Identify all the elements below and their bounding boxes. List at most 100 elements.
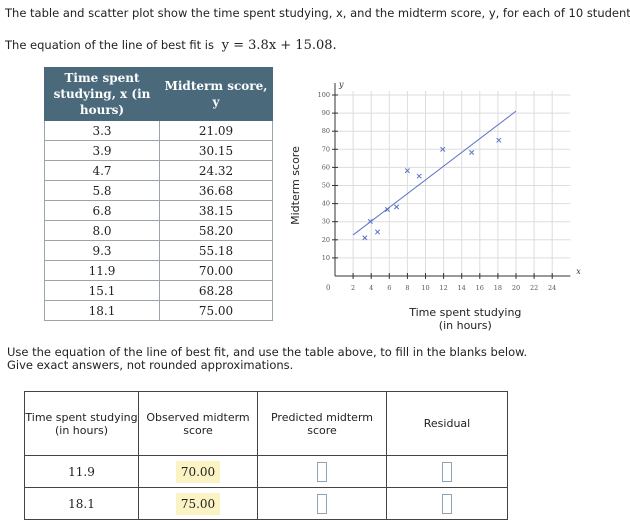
y-tick-label: 10 (322, 254, 330, 262)
data-cell-score: 75.00 (159, 300, 273, 321)
answer-observed: 75.00 (175, 492, 221, 515)
answer-row: 18.1 75.00 (24, 487, 508, 520)
data-cell-score: 58.20 (159, 220, 273, 241)
data-row: 3.9 30.15 (44, 140, 273, 161)
x-tick-label: 10 (421, 284, 429, 292)
data-point (384, 207, 391, 213)
predicted-input[interactable] (317, 461, 327, 482)
data-row: 15.1 68.28 (44, 280, 273, 301)
x-tick-label: 2 (351, 284, 355, 292)
data-cell-score: 36.68 (159, 180, 273, 201)
y-tick-label: 90 (322, 109, 330, 117)
residual-input[interactable] (442, 493, 452, 514)
point-mark (404, 168, 410, 174)
answer-observed: 70.00 (175, 460, 221, 483)
data-point (393, 204, 400, 210)
data-point (496, 137, 502, 143)
x-tick-label: 22 (530, 284, 538, 292)
x-tick-label: 4 (369, 284, 373, 292)
answer-header-observed: Observed midterm score (138, 391, 258, 456)
data-row: 3.3 21.09 (44, 120, 273, 141)
answer-time: 18.1 (24, 487, 139, 520)
data-cell-time: 8.0 (44, 220, 160, 241)
answer-time: 11.9 (24, 455, 139, 488)
x-tick-label: 8 (405, 284, 409, 292)
answer-row: 11.9 70.00 (24, 455, 508, 488)
data-cell-time: 5.8 (44, 180, 160, 201)
y-tick-label: 20 (322, 236, 330, 244)
data-point (469, 149, 475, 155)
intro-text: The table and scatter plot show the time… (5, 6, 630, 20)
y-tick-label: 40 (322, 200, 330, 208)
point-mark (469, 149, 475, 155)
point-mark (496, 137, 502, 143)
data-cell-time: 15.1 (44, 280, 160, 301)
data-point (374, 229, 381, 235)
instruction-line1: Use the equation of the line of best fit… (7, 345, 528, 359)
answer-residual-cell (386, 487, 508, 520)
equation-line: The equation of the line of best fit is … (5, 38, 337, 53)
y-tick-label: 30 (322, 218, 330, 226)
data-cell-score: 68.28 (159, 280, 273, 301)
y-tick-label: 80 (322, 127, 330, 135)
y-tick-label: 60 (322, 163, 330, 171)
best-fit-line (352, 110, 517, 236)
x-tick-label: 20 (512, 284, 520, 292)
data-row: 9.3 55.18 (44, 240, 273, 261)
data-cell-score: 70.00 (159, 260, 273, 281)
x-tick-label: 18 (494, 284, 502, 292)
y-axis-letter: y (338, 80, 344, 89)
data-point (362, 235, 368, 241)
intro-line1: The table and scatter plot show the time… (5, 6, 630, 20)
data-row: 8.0 58.20 (44, 220, 273, 241)
point-mark (416, 173, 422, 179)
answer-predicted-cell (257, 455, 387, 488)
point-mark (440, 146, 446, 152)
instruction-line2: Give exact answers, not rounded approxim… (7, 358, 294, 372)
predicted-input[interactable] (317, 493, 327, 514)
answer-observed-cell: 70.00 (138, 455, 258, 488)
origin-label: 0 (326, 284, 330, 292)
y-tick-label: 100 (318, 91, 330, 99)
data-cell-time: 3.9 (44, 140, 160, 161)
data-point (440, 146, 446, 152)
data-cell-score: 21.09 (159, 120, 273, 141)
data-cell-time: 18.1 (44, 300, 160, 321)
data-header-score: Midterm score, y (159, 67, 273, 121)
x-axis-label: (in hours) (439, 319, 492, 332)
x-tick-label: 24 (548, 284, 556, 292)
answer-header-predicted: Predicted midterm score (257, 391, 387, 456)
answer-header-time: Time spent studying (in hours) (24, 391, 139, 456)
x-tick-label: 14 (458, 284, 466, 292)
data-cell-time: 11.9 (44, 260, 160, 281)
best-fit-equation: y = 3.8x + 15.08. (221, 38, 337, 53)
y-tick-label: 70 (322, 145, 330, 153)
answer-observed-cell: 75.00 (138, 487, 258, 520)
data-cell-time: 9.3 (44, 240, 160, 261)
point-mark (362, 235, 368, 241)
answer-predicted-cell (257, 487, 387, 520)
data-cell-time: 4.7 (44, 160, 160, 181)
data-cell-score: 24.32 (159, 160, 273, 181)
data-row: 6.8 38.15 (44, 200, 273, 221)
residual-input[interactable] (442, 461, 452, 482)
data-cell-time: 6.8 (44, 200, 160, 221)
point-mark (367, 218, 373, 224)
point-mark (393, 204, 400, 210)
y-axis-label: Midterm score (289, 146, 302, 225)
y-tick-label: 50 (322, 182, 330, 190)
data-point (416, 173, 422, 179)
x-tick-label: 12 (439, 284, 447, 292)
data-row: 11.9 70.00 (44, 260, 273, 281)
data-cell-time: 3.3 (44, 120, 160, 141)
data-header-time: Time spent studying, x (in hours) (44, 67, 160, 121)
answer-table: Time spent studying (in hours) Observed … (24, 391, 508, 520)
equation-prefix: The equation of the line of best fit is (5, 38, 214, 52)
x-axis-label: Time spent studying (408, 306, 521, 319)
data-point (404, 168, 410, 174)
data-cell-score: 55.18 (159, 240, 273, 261)
x-axis-letter: x (576, 267, 581, 276)
x-tick-label: 16 (476, 284, 484, 292)
answer-header-residual: Residual (386, 391, 508, 456)
data-row: 18.1 75.00 (44, 300, 273, 321)
